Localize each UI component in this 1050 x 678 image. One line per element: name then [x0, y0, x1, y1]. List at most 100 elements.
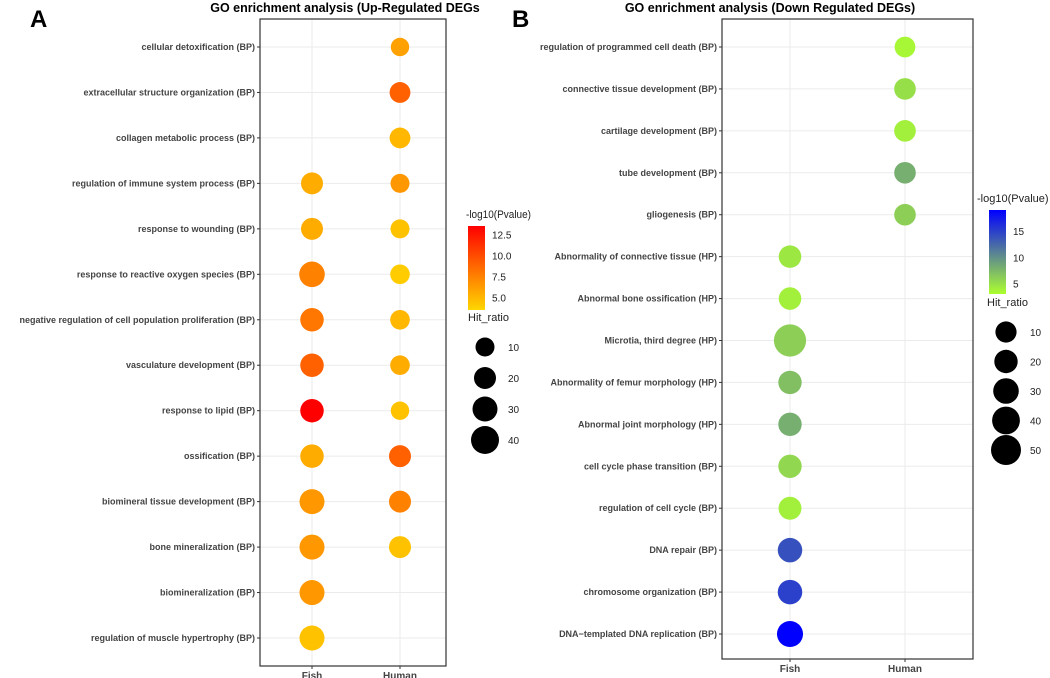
y-tick-label: connective tissue development (BP) — [562, 84, 717, 94]
chart-title: GO enrichment analysis (Down Regulated D… — [625, 1, 915, 15]
x-tick-label: Fish — [302, 671, 323, 678]
y-tick-label: regulation of cell cycle (BP) — [599, 503, 717, 513]
y-tick-label: Microtia, third degree (HP) — [604, 336, 717, 346]
dot-fish — [778, 287, 802, 310]
dot-human — [389, 82, 411, 103]
colorbar-tick-label: 5.0 — [492, 293, 506, 304]
dot-fish — [778, 245, 802, 268]
dot-fish — [777, 537, 803, 563]
size-legend-dot — [474, 367, 496, 389]
y-tick-label: response to lipid (BP) — [162, 406, 255, 416]
colorbar-tick-label: 10 — [1013, 253, 1025, 264]
y-tick-label: negative regulation of cell population p… — [19, 315, 255, 325]
dot-human — [389, 490, 411, 513]
y-tick-label: collagen metabolic process (BP) — [116, 133, 255, 143]
chart-title: GO enrichment analysis (Up-Regulated DEG… — [210, 1, 480, 15]
dot-human — [390, 401, 410, 420]
y-tick-label: tube development (BP) — [619, 168, 717, 178]
dot-fish — [778, 454, 802, 478]
size-legend-label: 40 — [508, 436, 520, 447]
dot-human — [894, 161, 916, 184]
size-legend-title: Hit_ratio — [987, 297, 1028, 309]
y-tick-label: cell cycle phase transition (BP) — [584, 461, 717, 471]
x-tick-label: Human — [888, 664, 922, 675]
y-tick-label: bone mineralization (BP) — [149, 542, 255, 552]
y-tick-label: Abnormality of femur morphology (HP) — [551, 377, 718, 387]
dot-fish — [300, 398, 324, 423]
dot-fish — [300, 444, 324, 468]
panel-a: A GO enrichment analysis (Up-Regulated DE… — [19, 1, 531, 678]
color-legend-title: -log10(Pvalue) — [466, 209, 531, 221]
y-tick-label: regulation of muscle hypertrophy (BP) — [91, 633, 255, 643]
dot-fish — [301, 217, 323, 240]
y-tick-label: response to reactive oxygen species (BP) — [77, 269, 255, 279]
y-tick-label: regulation of programmed cell death (BP) — [540, 42, 717, 52]
dot-human — [390, 173, 410, 193]
x-tick-label: Fish — [780, 664, 801, 675]
size-legend-dot — [993, 378, 1019, 404]
y-tick-label: DNA repair (BP) — [649, 545, 717, 555]
dot-fish — [301, 172, 323, 195]
dot-human — [894, 78, 916, 100]
size-legend-dot — [994, 349, 1018, 374]
size-legend-dot — [471, 426, 499, 454]
size-legend-title: Hit_ratio — [468, 312, 509, 324]
plot-frame — [721, 18, 974, 660]
y-tick-label: biomineral tissue development (BP) — [102, 497, 255, 507]
size-legend-dot — [991, 435, 1021, 465]
size-legend-dot — [995, 321, 1017, 343]
dot-human — [389, 536, 411, 559]
size-legend-label: 20 — [508, 374, 520, 385]
size-legend-label: 10 — [508, 343, 520, 354]
dot-fish — [778, 370, 802, 395]
dot-fish — [778, 496, 802, 520]
y-tick-label: gliogenesis (BP) — [646, 210, 717, 220]
colorbar — [989, 210, 1006, 294]
dot-fish — [778, 412, 802, 437]
size-legend-label: 50 — [1030, 446, 1042, 457]
size-legend-dot — [992, 406, 1020, 435]
dot-human — [894, 203, 916, 226]
y-tick-label: DNA−templated DNA replication (BP) — [559, 629, 717, 639]
y-tick-label: Abnormal bone ossification (HP) — [577, 294, 717, 304]
dot-human — [389, 127, 411, 149]
y-tick-label: Abnormality of connective tissue (HP) — [554, 252, 717, 262]
y-tick-label: extracellular structure organization (BP… — [83, 87, 255, 97]
colorbar-tick-label: 10.0 — [492, 251, 512, 262]
y-tick-label: regulation of immune system process (BP) — [72, 178, 255, 188]
y-tick-label: vasculature development (BP) — [126, 360, 255, 370]
dot-human — [390, 219, 410, 239]
dot-fish — [300, 308, 324, 332]
size-legend-dot — [472, 396, 498, 422]
size-legend-label: 30 — [508, 405, 520, 416]
colorbar-tick-label: 12.5 — [492, 230, 512, 241]
y-tick-label: ossification (BP) — [184, 451, 255, 461]
panel-b: B GO enrichment analysis (Down Regulated … — [512, 1, 1049, 675]
colorbar-tick-label: 15 — [1013, 227, 1025, 238]
dot-fish — [773, 324, 807, 357]
y-tick-label: cellular detoxification (BP) — [141, 42, 255, 52]
size-legend-label: 40 — [1030, 417, 1042, 428]
size-legend-label: 10 — [1030, 328, 1042, 339]
dot-fish — [299, 580, 325, 606]
y-tick-label: response to wounding (BP) — [138, 224, 255, 234]
dot-human — [390, 37, 410, 57]
colorbar — [468, 226, 485, 310]
dot-fish — [299, 625, 325, 651]
plot-frame — [259, 18, 447, 667]
colorbar-tick-label: 7.5 — [492, 272, 506, 283]
panel-label: A — [30, 6, 47, 33]
dot-fish — [777, 579, 803, 605]
size-legend-dot — [475, 337, 495, 357]
colorbar-tick-label: 5 — [1013, 280, 1019, 291]
dot-human — [390, 264, 410, 285]
dot-fish — [299, 489, 325, 515]
y-tick-label: biomineralization (BP) — [160, 588, 255, 598]
y-tick-label: chromosome organization (BP) — [583, 587, 717, 597]
size-legend-label: 30 — [1030, 387, 1042, 398]
dot-fish — [299, 534, 325, 560]
size-legend-label: 20 — [1030, 358, 1042, 369]
dot-fish — [300, 353, 324, 377]
y-tick-label: Abnormal joint morphology (HP) — [578, 419, 717, 429]
